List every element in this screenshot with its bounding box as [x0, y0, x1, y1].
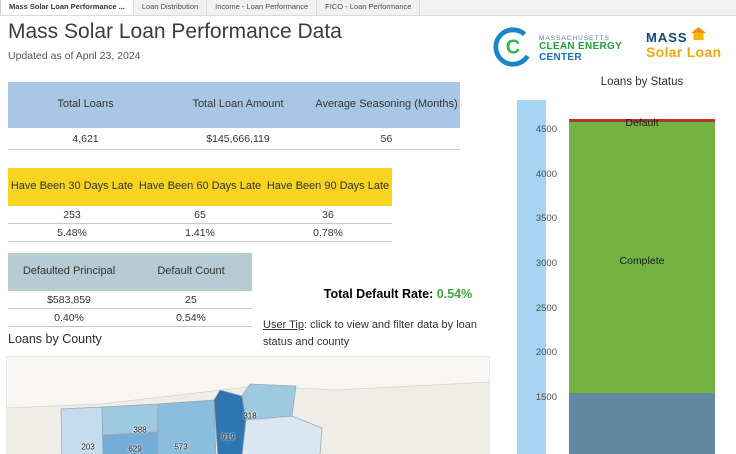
- late-header-cell: Have Been 30 Days Late: [10, 180, 134, 193]
- tab-fico-performance[interactable]: FICO - Loan Performance: [317, 0, 421, 15]
- default-table: Defaulted Principal Default Count $583,8…: [8, 253, 252, 327]
- default-value-cell: $583,859: [47, 293, 91, 306]
- late-count-cell: 36: [322, 208, 334, 221]
- county-count-label: 318: [243, 411, 257, 421]
- summary-header-cell: Average Seasoning (Months): [315, 98, 458, 111]
- late-percent-cell: 0.78%: [313, 226, 343, 239]
- total-default-rate: Total Default Rate: 0.54%: [298, 287, 498, 301]
- county-count-label: 573: [174, 442, 188, 452]
- default-value-cell: 25: [185, 293, 197, 306]
- default-percent-row: 0.40% 0.54%: [8, 309, 252, 327]
- user-tip-text: : click to view and filter data by loan …: [263, 319, 477, 348]
- summary-value-cell: 56: [380, 132, 393, 145]
- user-tip-lead: User Tip: [263, 319, 304, 331]
- msl-text-solar-loan: Solar Loan: [646, 43, 722, 60]
- county-count-label: 203: [81, 442, 95, 452]
- segment-label-default: Default: [625, 117, 659, 130]
- y-tick-label: 2000: [535, 347, 557, 359]
- county-count-label: 629: [128, 444, 142, 454]
- masscec-text-line2: CLEAN ENERGY: [539, 41, 623, 53]
- default-percent-cell: 0.40%: [54, 311, 84, 324]
- late-count-row: 253 65 36: [8, 206, 392, 224]
- summary-value-cell: 4,621: [72, 132, 99, 145]
- map-title: Loans by County: [8, 332, 102, 346]
- status-bar-segment-complete[interactable]: [569, 121, 715, 393]
- county-count-label: 919: [221, 432, 235, 442]
- chart-title: Loans by Status: [600, 76, 684, 88]
- county-203[interactable]: [60, 406, 104, 454]
- late-count-cell: 253: [63, 208, 81, 221]
- late-header-cell: Have Been 60 Days Late: [138, 180, 262, 193]
- default-header-cell: Default Count: [157, 265, 225, 278]
- segment-label-complete: Complete: [619, 255, 665, 268]
- county-map-svg: [6, 356, 490, 454]
- default-table-header: Defaulted Principal Default Count: [8, 253, 252, 291]
- late-count-cell: 65: [194, 208, 206, 221]
- page-title: Mass Solar Loan Performance Data: [8, 20, 342, 43]
- default-percent-cell: 0.54%: [176, 311, 206, 324]
- late-header-cell: Have Been 90 Days Late: [266, 180, 390, 193]
- total-default-rate-label: Total Default Rate:: [323, 287, 434, 301]
- masscec-text-line3: CENTER: [539, 51, 582, 63]
- total-default-rate-value: 0.54%: [436, 287, 473, 301]
- tab-bar: Mass Solar Loan Performance ... Loan Dis…: [0, 0, 736, 16]
- default-header-cell: Defaulted Principal: [22, 265, 116, 278]
- late-percent-cell: 1.41%: [185, 226, 215, 239]
- summary-value-cell: $145,666,119: [206, 132, 270, 145]
- county-388[interactable]: [101, 403, 159, 436]
- msl-text-mass: MASS: [646, 30, 688, 46]
- late-table-header: Have Been 30 Days Late Have Been 60 Days…: [8, 168, 392, 206]
- tab-loan-distribution[interactable]: Loan Distribution: [134, 0, 208, 15]
- status-bar-segment-default[interactable]: [569, 119, 715, 123]
- y-tick-label: 3000: [535, 257, 557, 269]
- axis-highlight-strip: [517, 100, 546, 454]
- status-bar: [569, 76, 715, 454]
- y-tick-label: 4000: [535, 168, 557, 180]
- y-tick-label: 2500: [535, 302, 557, 314]
- summary-value-row: 4,621 $145,666,119 56: [8, 128, 460, 150]
- y-tick-label: 1500: [535, 391, 557, 403]
- summary-table-header: Total Loans Total Loan Amount Average Se…: [8, 82, 460, 128]
- county-629[interactable]: [102, 431, 159, 454]
- county-919[interactable]: [213, 389, 247, 454]
- county-573[interactable]: [157, 399, 218, 454]
- house-icon: [690, 27, 706, 45]
- masscec-text-line1: MASSACHUSETTS: [539, 34, 610, 42]
- default-value-row: $583,859 25: [8, 291, 252, 309]
- user-tip: User Tip: click to view and filter data …: [263, 317, 498, 350]
- summary-header-cell: Total Loan Amount: [192, 98, 284, 111]
- y-tick-label: 3500: [535, 213, 557, 225]
- summary-table: Total Loans Total Loan Amount Average Se…: [8, 82, 460, 150]
- summary-header-cell: Total Loans: [57, 98, 114, 111]
- loans-by-county-map[interactable]: 203 388 629 573 919 318: [6, 356, 490, 454]
- county-count-label: 388: [133, 425, 147, 435]
- late-percent-row: 5.48% 1.41% 0.78%: [8, 224, 392, 242]
- tab-performance[interactable]: Mass Solar Loan Performance ...: [0, 0, 134, 15]
- county-east-shape[interactable]: [241, 415, 323, 454]
- late-percent-cell: 5.48%: [57, 226, 87, 239]
- loans-by-status-chart: Loans by Status 4500 4000 3500 3000 2500 2000…: [517, 76, 736, 454]
- masscec-circle-icon: C: [492, 26, 534, 73]
- masscec-logo: C MASSACHUSETTS CLEAN ENERGY CENTER: [492, 26, 622, 73]
- status-bar-segment-in-repayment[interactable]: [569, 392, 715, 454]
- county-318[interactable]: [241, 383, 297, 421]
- svg-text:C: C: [506, 37, 520, 59]
- tab-income-performance[interactable]: Income - Loan Performance: [207, 0, 318, 15]
- mass-solar-loan-logo: MASS Solar Loan: [646, 27, 721, 59]
- y-tick-label: 4500: [535, 124, 557, 135]
- late-table: Have Been 30 Days Late Have Been 60 Days…: [8, 168, 392, 242]
- page-subtitle: Updated as of April 23, 2024: [8, 50, 141, 62]
